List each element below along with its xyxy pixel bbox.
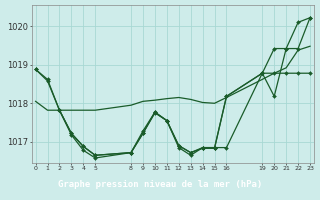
Text: Graphe pression niveau de la mer (hPa): Graphe pression niveau de la mer (hPa) <box>58 180 262 189</box>
